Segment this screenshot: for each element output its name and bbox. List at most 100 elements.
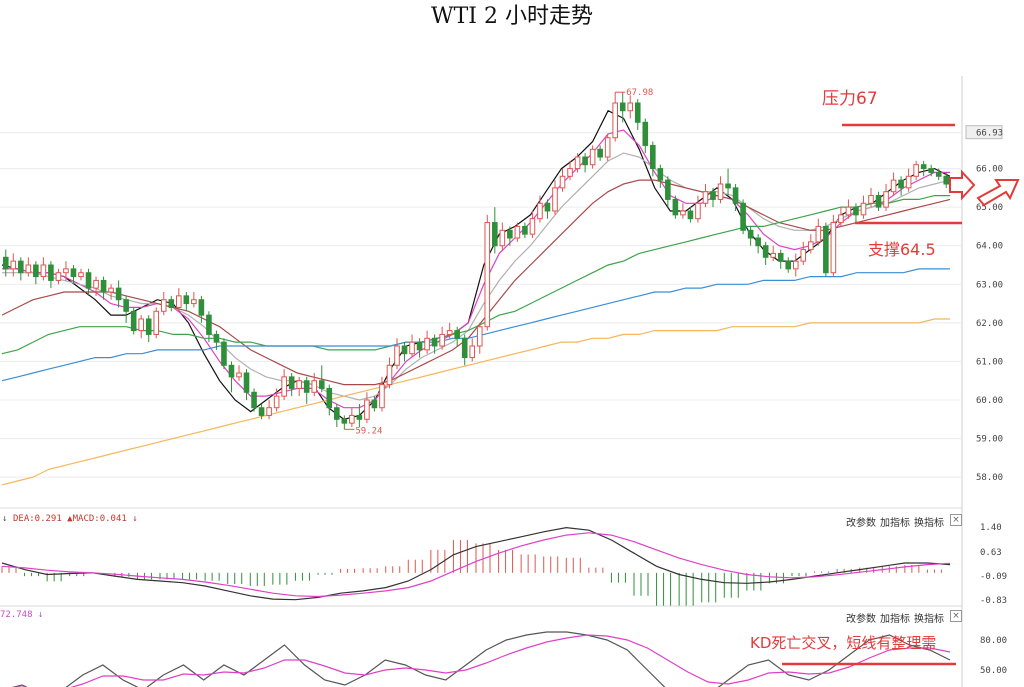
- candle-body: [928, 168, 934, 173]
- macd-tick-label: -0.09: [980, 572, 1007, 582]
- candle-body: [25, 264, 32, 274]
- candle-body: [243, 372, 250, 393]
- candle-body: [446, 330, 453, 335]
- candle-body: [710, 191, 716, 200]
- candle-body: [341, 418, 348, 424]
- candle-body: [552, 187, 558, 212]
- candle-body: [303, 380, 310, 393]
- chart-title: WTI 2 小时走势: [431, 4, 593, 29]
- candle-body: [115, 287, 122, 301]
- candle-body: [349, 414, 355, 424]
- ma-line-1: [1, 109, 951, 420]
- macd-tick-label: -0.83: [980, 596, 1007, 606]
- candle-body: [228, 364, 235, 378]
- candle-body: [770, 252, 776, 258]
- candle-body: [379, 384, 385, 409]
- candle-body: [258, 407, 265, 416]
- candle-body: [567, 168, 573, 177]
- candle-body: [597, 148, 603, 158]
- candle-body: [755, 237, 761, 247]
- last-price-box: [965, 125, 1003, 140]
- macd-switch-indicator-button[interactable]: 换指标: [914, 518, 944, 529]
- candle-body: [296, 380, 302, 389]
- ma-line-4: [1, 179, 951, 386]
- candle-body: [326, 387, 333, 409]
- candle-body: [823, 225, 829, 274]
- candle-body: [868, 195, 874, 204]
- down-arrow-marker: [949, 169, 976, 201]
- price-grid: [0, 76, 963, 687]
- candle-body: [619, 102, 626, 112]
- candle-body: [153, 310, 160, 335]
- high-price-label: 67.98: [626, 88, 653, 98]
- ma-line-6: [1, 268, 950, 382]
- macd-change-params-button[interactable]: 改参数: [846, 518, 876, 529]
- candle-body: [860, 202, 867, 216]
- candle-body: [138, 318, 144, 332]
- macd-dea-line: [1, 532, 951, 598]
- price-tick-label: 63.00: [976, 280, 1003, 290]
- kdj-change-params-button[interactable]: 改参数: [846, 614, 876, 625]
- candle-body: [792, 260, 799, 270]
- candle-body: [604, 137, 611, 158]
- candle-body: [875, 195, 882, 208]
- candle-body: [145, 318, 152, 335]
- price-tick-label: 64.00: [976, 242, 1003, 252]
- kdj-add-indicator-button[interactable]: 加指标: [880, 614, 910, 625]
- candle-body: [702, 191, 709, 204]
- candle-body: [476, 326, 483, 347]
- candle-body: [2, 256, 9, 270]
- candle-body: [634, 102, 641, 123]
- macd-tick-label: 1.40: [980, 523, 1002, 533]
- kdj-close-button[interactable]: ×: [950, 610, 962, 622]
- candle-body: [221, 341, 227, 366]
- macd-close-button[interactable]: ×: [950, 514, 962, 526]
- kdj-d-line: [10, 634, 951, 687]
- candle-body: [657, 168, 664, 181]
- candle-body: [40, 264, 47, 278]
- candle-body: [108, 287, 114, 293]
- candle-body: [318, 380, 325, 389]
- candle-body: [356, 414, 363, 420]
- candle-body: [898, 179, 904, 189]
- macd-tick-label: 0.63: [980, 548, 1002, 558]
- candle-body: [777, 252, 784, 262]
- candle-body: [747, 229, 754, 239]
- candle-body: [589, 148, 596, 166]
- candle-body: [394, 345, 400, 366]
- candle-body: [905, 175, 912, 189]
- candle-body: [732, 187, 739, 204]
- candle-body: [10, 260, 17, 270]
- kdj-tick-label: 80.00: [980, 636, 1007, 646]
- candle-body: [18, 260, 24, 274]
- price-tick-label: 62.00: [976, 319, 1003, 329]
- candle-body: [883, 191, 889, 208]
- macd-panel: 1.40 0.63 -0.09 -0.83: [1, 523, 1007, 606]
- candle-body: [559, 175, 566, 189]
- macd-arrow: ↓: [2, 514, 8, 524]
- macd-add-indicator-button[interactable]: 加指标: [880, 518, 910, 529]
- kdj-switch-indicator-button[interactable]: 换指标: [914, 614, 944, 625]
- candle-body: [130, 310, 137, 332]
- candle-body: [266, 407, 272, 416]
- kdj-tick-label: 50.00: [980, 666, 1007, 676]
- price-tick-label: 66.00: [976, 165, 1003, 175]
- candle-body: [454, 330, 460, 339]
- candle-body: [830, 222, 837, 274]
- candle-body: [63, 268, 69, 274]
- ma-line-7: [1, 318, 950, 486]
- kdj-header: 72.748 ↓: [0, 610, 44, 620]
- candle-body: [492, 222, 498, 247]
- candle-body: [612, 102, 618, 139]
- candle-body: [537, 202, 543, 220]
- candle-body: [514, 225, 521, 239]
- candles: 67.98 59.24: [2, 88, 950, 436]
- candle-body: [191, 299, 197, 305]
- candle-body: [371, 399, 378, 409]
- candle-body: [198, 299, 205, 316]
- candle-body: [627, 102, 634, 112]
- candle-body: [544, 202, 551, 212]
- candle-body: [160, 299, 167, 312]
- candle-body: [409, 341, 415, 355]
- candle-body: [484, 222, 491, 328]
